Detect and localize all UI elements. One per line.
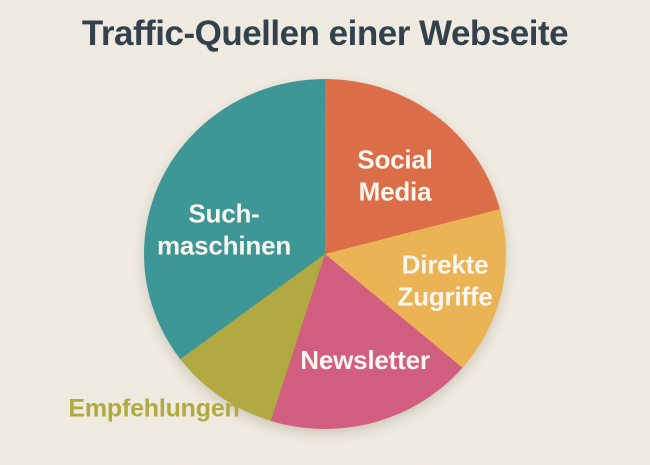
page-title: Traffic-Quellen einer Webseite	[81, 14, 569, 53]
pie-chart: Social Media Direkte Zugriffe Newsletter…	[144, 79, 506, 429]
pie-slice-label-direkte-zugriffe: Direkte Zugriffe	[397, 249, 493, 311]
pie-slice-label-empfehlungen: Empfehlungen	[68, 394, 240, 423]
pie-slice-label-social-media: Social Media	[357, 144, 433, 206]
pie-slice-label-suchmaschinen: Such- maschinen	[156, 198, 292, 260]
pie-slice-label-newsletter: Newsletter	[300, 345, 430, 376]
